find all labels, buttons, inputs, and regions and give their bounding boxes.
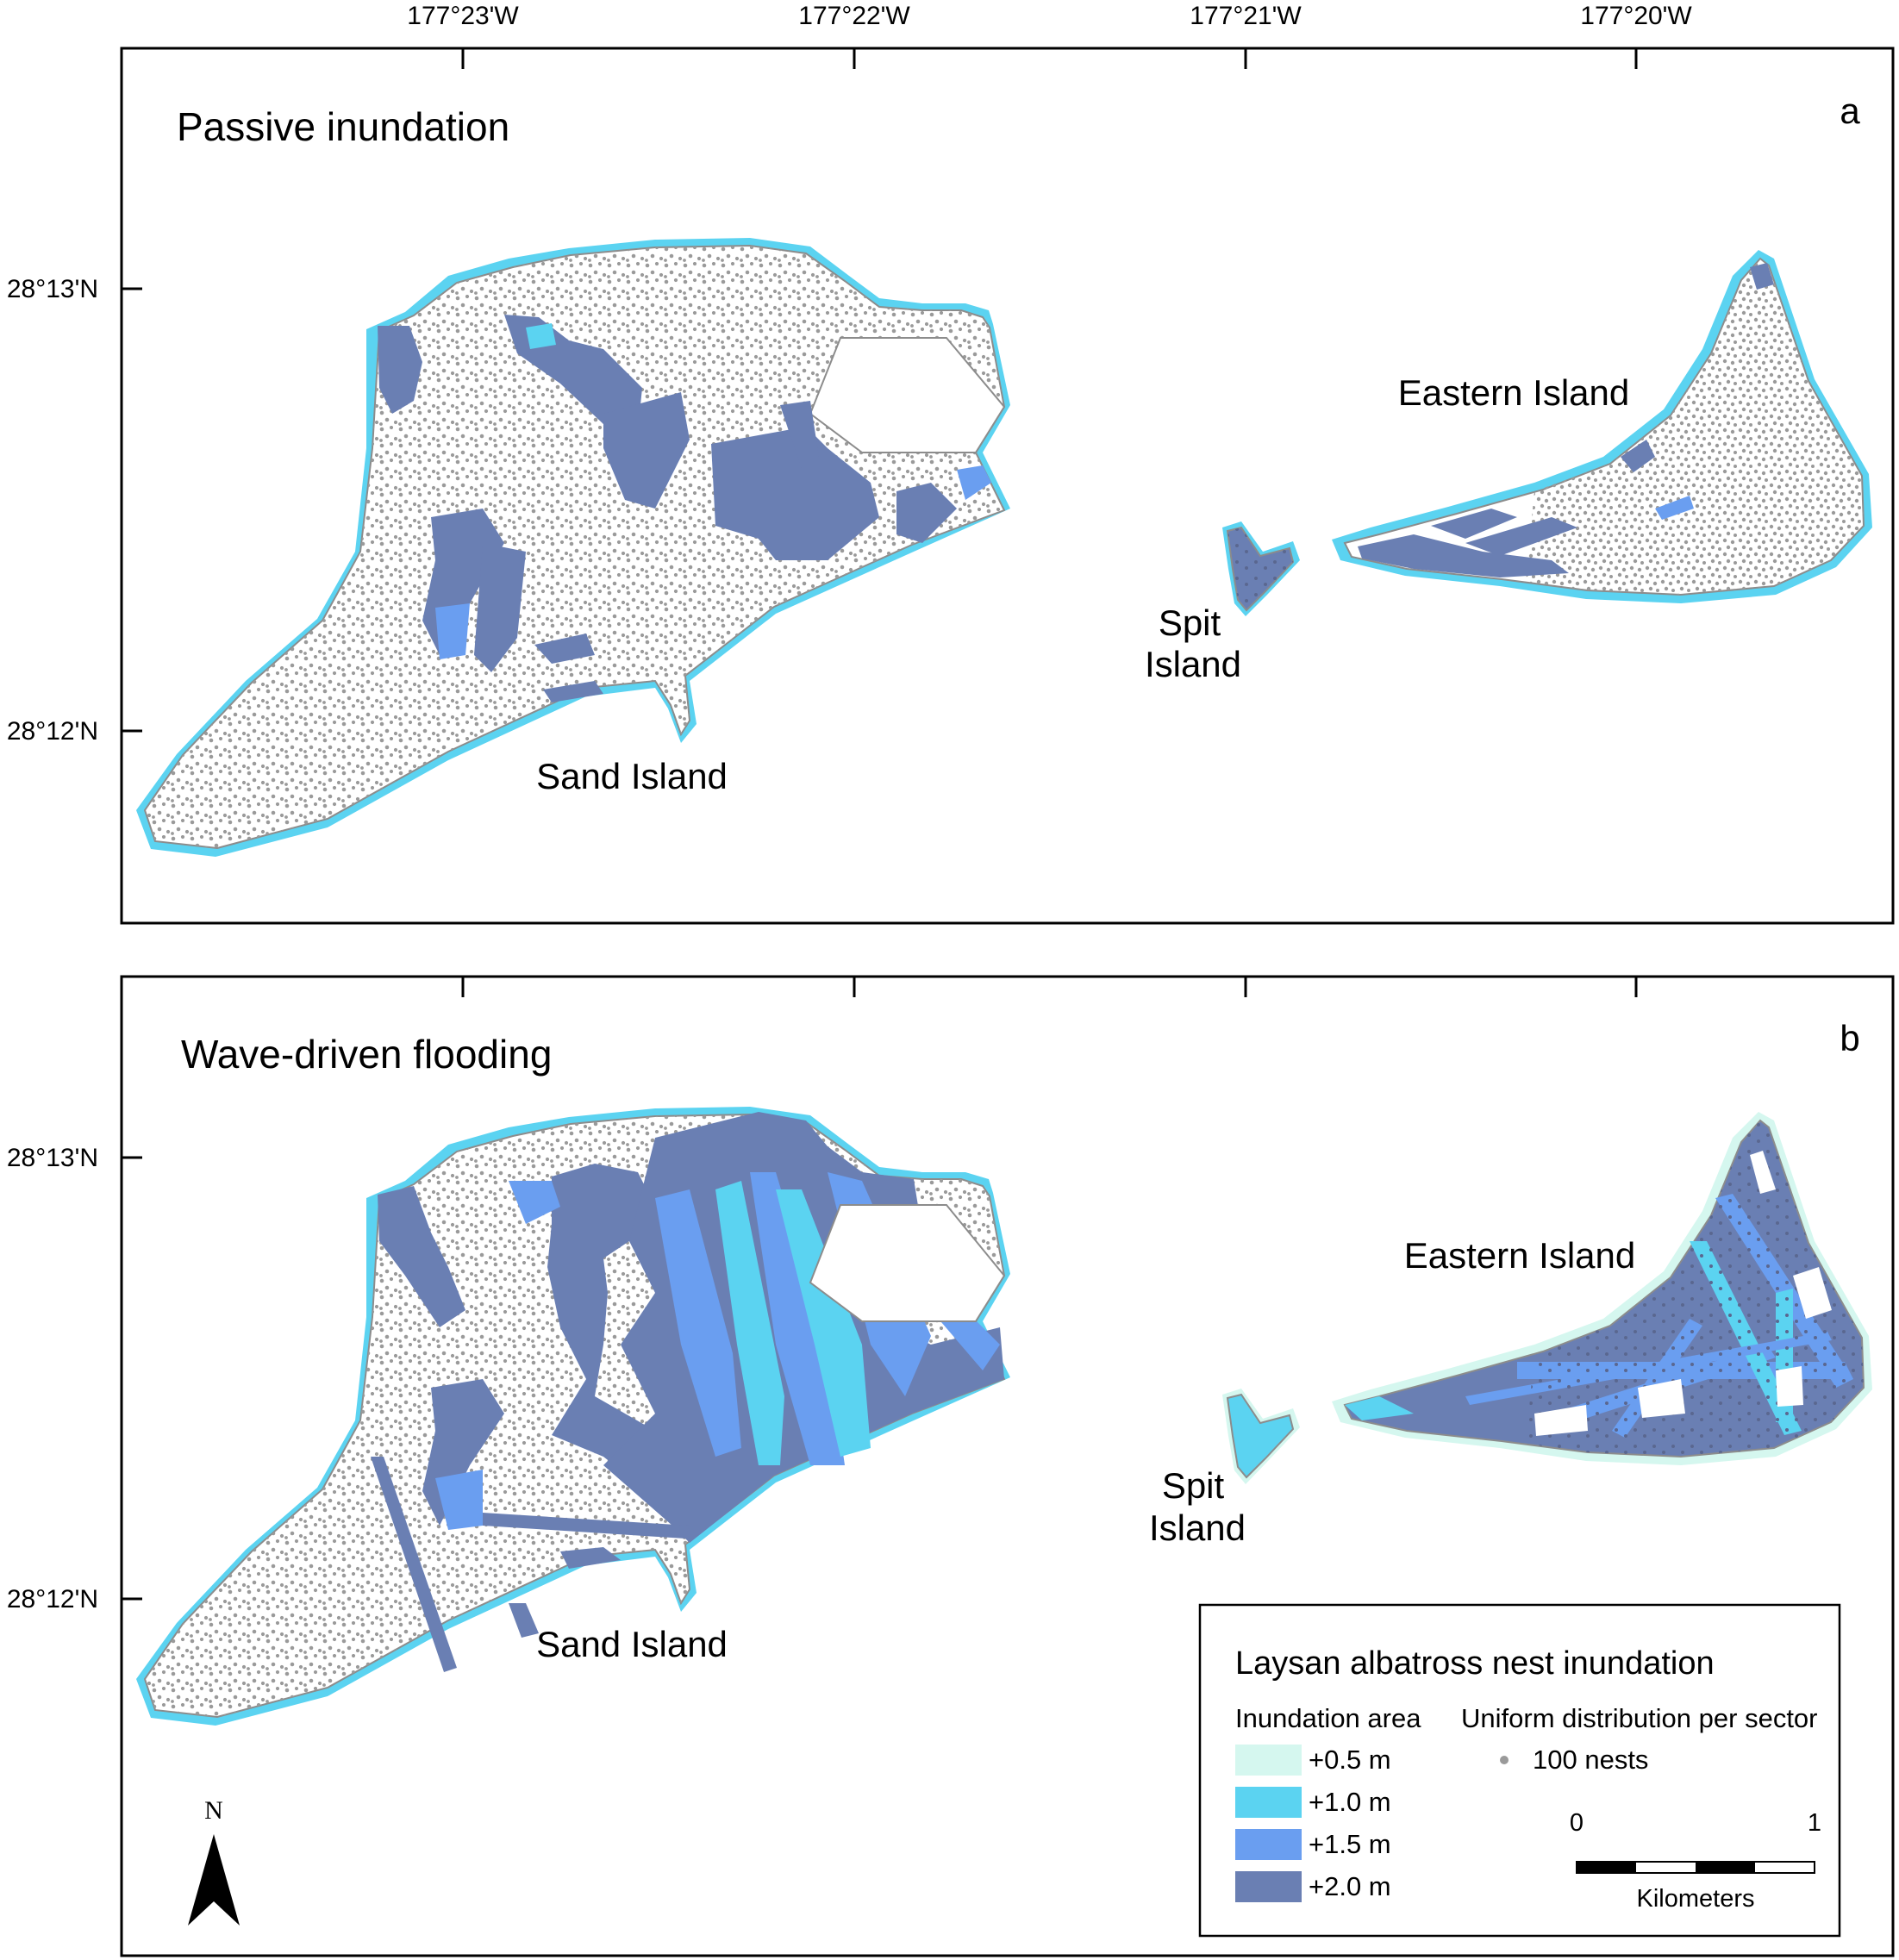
legend-swatch-0-5: [1235, 1745, 1302, 1776]
longitude-label: 177°22'W: [798, 2, 910, 30]
longitude-label: 177°20'W: [1580, 2, 1692, 30]
spit-island-a: [1222, 521, 1300, 616]
latitude-label: 28°13'N: [7, 1144, 98, 1172]
latitude-label: 28°13'N: [7, 275, 98, 303]
longitude-label: 177°21'W: [1190, 2, 1302, 30]
legend-level-label: +1.5 m: [1309, 1829, 1391, 1859]
scale-bar-max-label: 1: [1808, 1809, 1821, 1837]
sand-island-a-inundation: [378, 315, 991, 702]
eastern-island-label-b: Eastern Island: [1404, 1235, 1636, 1276]
latitude-label: 28°12'N: [7, 717, 98, 746]
north-arrow-label: N: [204, 1796, 223, 1825]
spit-island-b: [1222, 1389, 1300, 1484]
legend-area-heading: Inundation area: [1235, 1703, 1421, 1733]
latitude-labels-a: 28°13'N 28°12'N: [7, 275, 98, 746]
legend-distribution-heading: Uniform distribution per sector: [1461, 1703, 1818, 1733]
spit-island-label-b-line2: Island: [1149, 1507, 1246, 1548]
legend-box: [1198, 1603, 1841, 1938]
latitude-label: 28°12'N: [7, 1585, 98, 1614]
panel-b-letter: b: [1840, 1018, 1859, 1058]
eastern-island-b: [1332, 1112, 1872, 1465]
sand-island-label-b: Sand Island: [536, 1624, 728, 1664]
eastern-island-label-a: Eastern Island: [1398, 372, 1630, 413]
spit-island-label-b-line1: Spit: [1162, 1465, 1225, 1506]
longitude-labels: 177°23'W 177°22'W 177°21'W 177°20'W: [407, 2, 1692, 30]
panel-a-ticks: [122, 48, 1638, 733]
legend-swatch-1-0: [1235, 1787, 1302, 1818]
sand-island-a-nests: [145, 246, 1004, 848]
sand-island-b: [136, 1107, 1010, 1726]
legend-dot-label: 100 nests: [1533, 1745, 1648, 1775]
sand-island-a: [136, 238, 1010, 857]
panel-a-letter: a: [1840, 91, 1860, 131]
eastern-island-a: [1332, 250, 1872, 603]
spit-island-label-a-line2: Island: [1145, 644, 1241, 684]
legend-title: Laysan albatross nest inundation: [1235, 1645, 1715, 1682]
north-arrow: N: [188, 1796, 240, 1926]
eastern-island-a-nests: [1526, 259, 1864, 595]
panel-b-title: Wave-driven flooding: [181, 1032, 552, 1077]
sand-island-label-a: Sand Island: [536, 756, 728, 796]
legend-swatch-1-5: [1235, 1829, 1302, 1860]
spit-island-b-land: [1226, 1393, 1295, 1479]
longitude-label: 177°23'W: [407, 2, 519, 30]
north-arrow-right-half: [214, 1834, 240, 1926]
scale-bar-unit: Kilometers: [1637, 1885, 1755, 1913]
eastern-island-a-inundation: [1358, 263, 1774, 577]
north-arrow-left-half: [188, 1834, 214, 1926]
latitude-labels-b: 28°13'N 28°12'N: [7, 1144, 98, 1614]
panel-b-ticks: [122, 977, 1638, 1601]
legend: Laysan albatross nest inundation Inundat…: [1198, 1603, 1841, 1938]
scale-bar: 0 1 Kilometers: [1570, 1809, 1821, 1913]
scale-bar-min-label: 0: [1570, 1809, 1584, 1837]
legend-swatch-2-0: [1235, 1871, 1302, 1902]
legend-level-label: +2.0 m: [1309, 1871, 1391, 1901]
legend-level-label: +0.5 m: [1309, 1745, 1391, 1775]
spit-island-a-nests: [1227, 527, 1293, 610]
spit-island-label-a-line1: Spit: [1159, 602, 1221, 643]
panel-a-title: Passive inundation: [177, 104, 509, 149]
eastern-island-b-dry-patches: [1534, 1151, 1832, 1436]
panel-b-wave-driven-flooding: Wave-driven flooding b Sand Island Easte…: [120, 975, 1895, 1957]
legend-level-label: +1.0 m: [1309, 1787, 1391, 1817]
panel-a-passive-inundation: Passive inundation a Sand Island Eastern…: [120, 47, 1895, 925]
legend-nest-dot: [1500, 1756, 1509, 1764]
harbor-basin-b: [809, 1204, 1006, 1322]
